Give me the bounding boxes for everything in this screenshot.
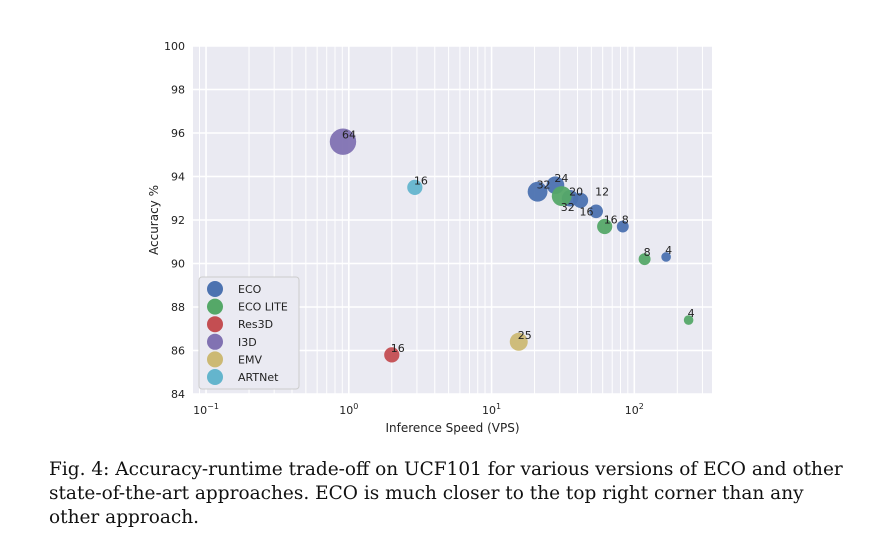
legend-label: EMV [238,353,262,366]
y-tick-label: 86 [171,345,185,358]
data-label: 8 [644,246,651,259]
point-eco [616,220,629,233]
point-eco [661,252,671,262]
data-label: 8 [622,214,629,227]
y-tick-label: 84 [171,388,185,401]
y-tick-label: 98 [171,84,185,97]
point-res3d [384,347,400,363]
legend-marker [207,369,223,385]
data-label: 16 [580,205,594,218]
y-tick-label: 94 [171,171,185,184]
x-tick-label: 100 [339,402,358,417]
y-tick-label: 92 [171,214,185,227]
data-label: 32 [561,201,575,214]
point-emv [509,332,528,351]
point-eco-lite [683,315,694,325]
y-tick-label: 100 [164,40,185,53]
legend-marker [207,316,223,333]
legend-label: ECO [238,283,262,296]
legend-marker [207,333,223,350]
figure-caption: Fig. 4: Accuracy-runtime trade-off on UC… [49,459,843,528]
x-axis-label: Inference Speed (VPS) [385,421,519,435]
point-eco-lite [551,186,572,206]
point-i3d [329,128,357,155]
data-label: 4 [688,307,695,320]
y-tick-label: 90 [171,258,185,271]
point-eco [572,192,589,209]
point-eco [589,204,603,219]
legend-box [198,276,300,390]
x-tick-label: 101 [482,402,501,417]
data-label: 16 [391,342,405,355]
data-label: 12 [595,185,609,198]
point-eco-lite [638,253,651,266]
y-tick-label: 88 [171,301,185,314]
point-artnet [407,179,423,195]
legend-marker [207,298,223,315]
y-tick-label: 96 [171,127,185,140]
data-label: 25 [518,329,532,342]
legend-label: ECO LITE [238,301,288,314]
legend-marker [207,351,223,368]
data-label: 4 [665,244,672,257]
data-label: 64 [342,129,356,142]
point-eco-lite [597,218,613,235]
data-label: 24 [554,172,568,185]
x-tick-label: 10−1 [193,402,219,417]
y-axis-label: Accuracy % [147,185,161,255]
data-label: 16 [414,174,428,187]
point-eco [527,181,548,202]
legend-marker [207,281,223,297]
legend-label: I3D [238,336,257,349]
data-label: 32 [537,179,551,192]
legend-label: Res3D [238,318,273,331]
x-tick-label: 102 [625,402,644,417]
legend-label: ARTNet [238,371,279,384]
data-label: 16 [604,214,618,227]
data-label: 20 [569,185,583,198]
